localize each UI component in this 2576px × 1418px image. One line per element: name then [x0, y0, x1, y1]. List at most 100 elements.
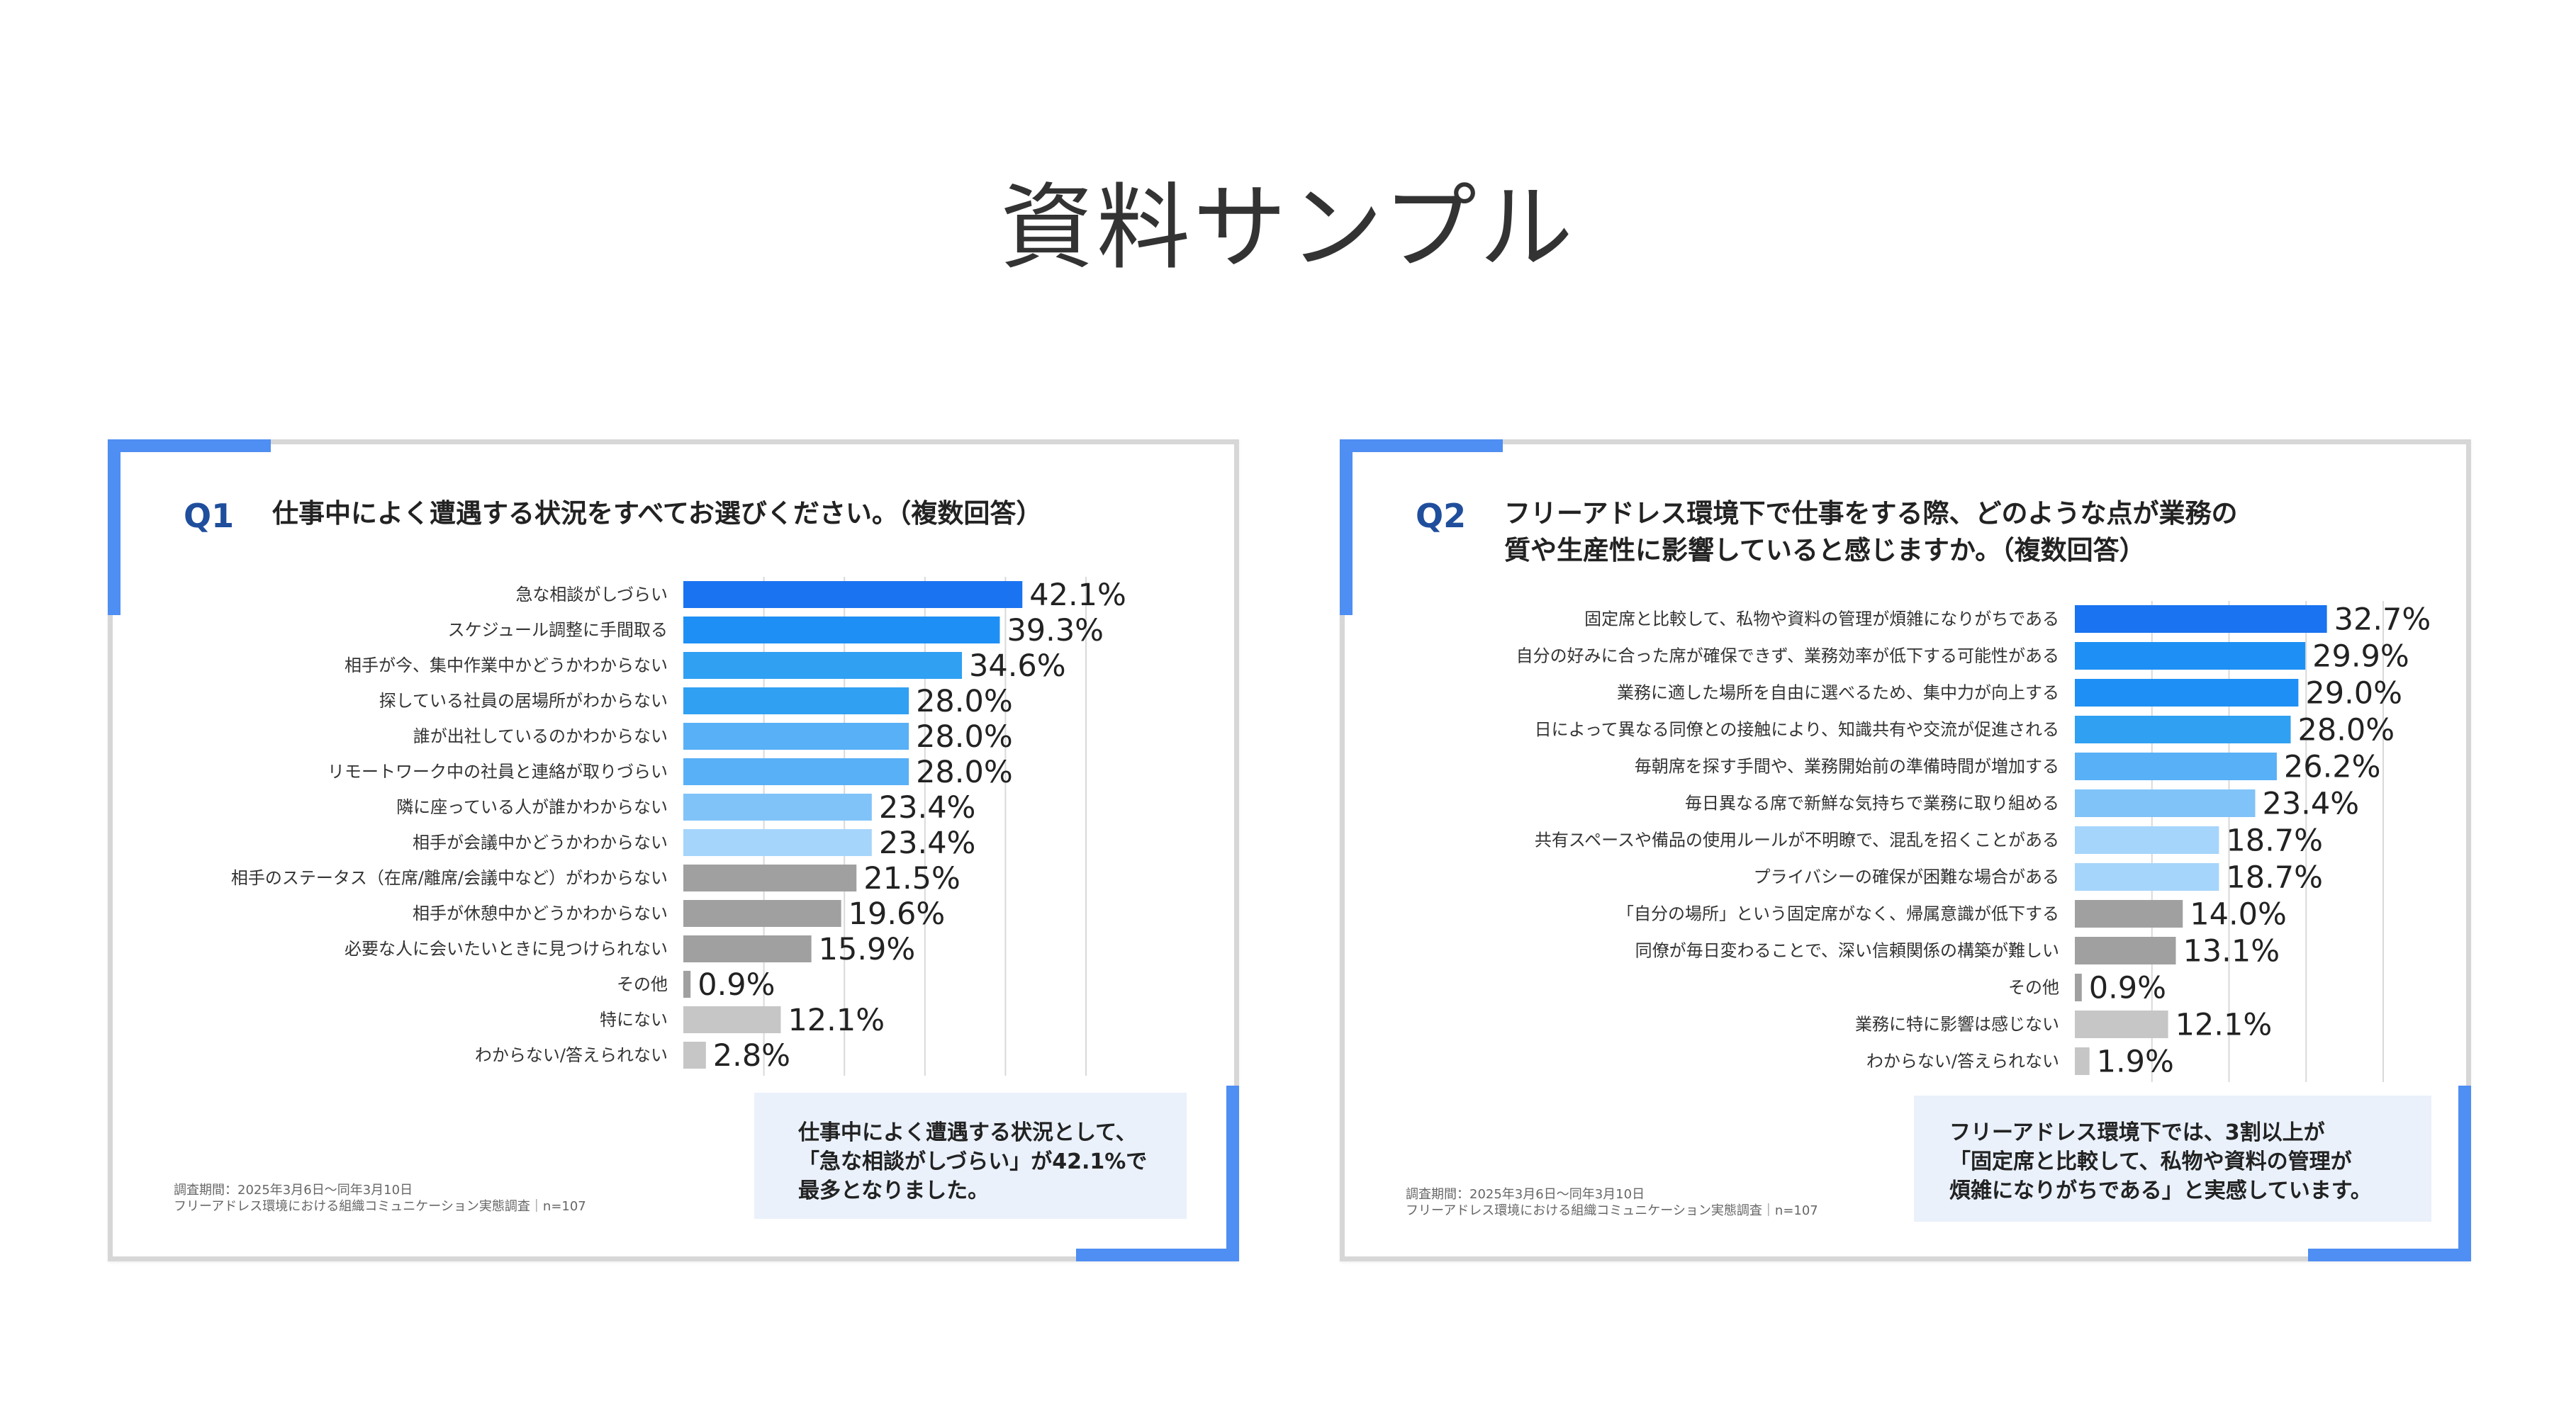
question-number: Q2 [1416, 497, 1467, 535]
value-label: 28.0% [916, 755, 1013, 790]
corner-accent [2308, 1249, 2471, 1261]
value-label: 28.0% [916, 719, 1013, 755]
category-label: 毎日異なる席で新鮮な気持ちで業務に取り組める [1685, 794, 2059, 814]
bar [683, 617, 1000, 643]
corner-accent [1226, 1086, 1239, 1261]
question-line: 質や生産性に影響していると感じますか。（複数回答） [1504, 535, 2146, 565]
bar [683, 1006, 781, 1033]
category-label: 業務に特に影響は感じない [1855, 1015, 2059, 1035]
value-label: 1.9% [2097, 1045, 2174, 1080]
value-label: 12.1% [788, 1003, 885, 1038]
value-label: 18.7% [2226, 860, 2323, 896]
value-label: 29.9% [2312, 639, 2409, 675]
category-label: わからない/答えられない [475, 1045, 668, 1065]
source-line: フリーアドレス環境における組織コミュニケーション実態調査｜n=107 [174, 1199, 586, 1214]
bar [683, 581, 1023, 608]
category-label: 毎朝席を探す手間や、業務開始前の準備時間が増加する [1635, 757, 2059, 777]
category-label: 相手が会議中かどうかわからない [413, 833, 668, 853]
category-label: 日によって異なる同僚との接触により、知識共有や交流が促進される [1535, 720, 2059, 740]
category-label: 相手が休憩中かどうかわからない [413, 904, 668, 923]
bar [683, 971, 691, 998]
page-title: 資料サンプル [999, 174, 1577, 283]
bar [683, 652, 963, 679]
bar [683, 865, 857, 891]
category-label: 必要な人に会いたいときに見つけられない [345, 939, 668, 959]
question-number: Q1 [184, 497, 235, 535]
category-label: 共有スペースや備品の使用ルールが不明瞭で、混乱を招くことがある [1535, 831, 2059, 850]
corner-accent [1076, 1249, 1239, 1261]
bar [683, 829, 872, 856]
category-label: プライバシーの確保が困難な場合がある [1753, 867, 2059, 887]
corner-accent [1340, 439, 1503, 452]
summary-line: 最多となりました。 [798, 1178, 990, 1203]
bar [2075, 605, 2327, 633]
survey-source: 調査期間：2025年3月6日〜同年3月10日 フリーアドレス環境における組織コミ… [174, 1182, 586, 1215]
category-label: 同僚が毎日変わることで、深い信頼関係の構築が難しい [1635, 941, 2059, 961]
category-label: 誰が出社しているのかわからない [413, 726, 668, 746]
bar [2075, 1011, 2168, 1038]
category-label: その他 [617, 974, 668, 994]
survey-card-q2: Q2 フリーアドレス環境下で仕事をする際、どのような点が業務の 質や生産性に影響… [1340, 439, 2471, 1261]
category-label: 探している社員の居場所がわからない [379, 691, 668, 711]
corner-accent [108, 439, 121, 615]
category-label: 急な相談がしづらい [515, 585, 668, 604]
question-text: 仕事中によく遭遇する状況をすべてお選びください。（複数回答） [272, 498, 1043, 529]
summary-line: 「急な相談がしづらい」が42.1%で [798, 1149, 1148, 1174]
value-label: 26.2% [2284, 750, 2381, 785]
bar [683, 900, 841, 927]
bar [2075, 716, 2291, 743]
value-label: 39.3% [1007, 613, 1104, 648]
value-label: 19.6% [849, 896, 946, 932]
bar [683, 935, 812, 962]
value-label: 15.9% [819, 932, 916, 967]
category-label: 相手が今、集中作業中かどうかわからない [345, 655, 668, 675]
bar [2075, 1047, 2090, 1075]
bar [2075, 863, 2219, 891]
value-label: 14.0% [2190, 897, 2287, 933]
corner-accent [2458, 1086, 2471, 1261]
bar [2075, 974, 2082, 1001]
value-label: 12.1% [2175, 1008, 2273, 1043]
question-line: フリーアドレス環境下で仕事をする際、どのような点が業務の [1504, 498, 2238, 529]
value-label: 0.9% [2089, 971, 2166, 1006]
bar [2075, 937, 2176, 964]
category-label: 隣に座っている人が誰かわからない [396, 797, 668, 817]
bar [2075, 642, 2306, 670]
summary-line: 煩雑になりがちである」と実感しています。 [1949, 1178, 2372, 1203]
value-label: 28.0% [916, 684, 1013, 719]
category-label: 固定席と比較して、私物や資料の管理が煩雑になりがちである [1584, 609, 2059, 629]
question-text: フリーアドレス環境下で仕事をする際、どのような点が業務の 質や生産性に影響してい… [1504, 495, 2426, 569]
value-label: 2.8% [713, 1038, 790, 1074]
value-label: 23.4% [879, 790, 976, 826]
survey-source: 調査期間：2025年3月6日〜同年3月10日 フリーアドレス環境における組織コミ… [1406, 1186, 1818, 1219]
bar-chart-q2: 固定席と比較して、私物や資料の管理が煩雑になりがちである 32.7% 自分の好みに合… [1516, 601, 2431, 1082]
bar [2075, 826, 2219, 854]
summary-callout: フリーアドレス環境下では、3割以上が 「固定席と比較して、私物や資料の管理が 煩… [1914, 1096, 2431, 1222]
category-label: その他 [2008, 978, 2059, 998]
bar [683, 687, 909, 714]
summary-line: フリーアドレス環境下では、3割以上が [1949, 1120, 2325, 1145]
value-label: 0.9% [698, 967, 775, 1003]
bar-chart-q1: 急な相談がしづらい 42.1% スケジュール調整に手間取る 39.3% 相手が今、集中作… [231, 577, 1126, 1076]
value-label: 23.4% [879, 826, 976, 861]
bar [2075, 753, 2277, 780]
category-label: 「自分の場所」という固定席がなく、帰属意識が低下する [1617, 904, 2059, 924]
value-label: 28.0% [2298, 713, 2395, 748]
bar [683, 794, 872, 821]
bar [2075, 900, 2183, 928]
survey-card-q1: Q1 仕事中によく遭遇する状況をすべてお選びください。（複数回答） 急な相談がし… [108, 439, 1239, 1261]
value-label: 29.0% [2305, 676, 2402, 711]
category-label: 相手のステータス（在席/離席/会議中など）がわからない [231, 868, 668, 888]
category-label: 自分の好みに合った席が確保できず、業務効率が低下する可能性がある [1516, 646, 2059, 666]
value-label: 21.5% [863, 861, 961, 896]
corner-accent [108, 439, 271, 452]
bar [683, 758, 909, 785]
value-label: 23.4% [2262, 787, 2359, 822]
bar [683, 1042, 706, 1069]
category-label: スケジュール調整に手間取る [448, 620, 668, 640]
category-label: わからない/答えられない [1866, 1052, 2059, 1071]
value-label: 18.7% [2226, 823, 2323, 859]
source-line: 調査期間：2025年3月6日〜同年3月10日 [1406, 1187, 1645, 1202]
category-label: 業務に適した場所を自由に選べるため、集中力が向上する [1617, 683, 2059, 703]
bar [683, 723, 909, 750]
